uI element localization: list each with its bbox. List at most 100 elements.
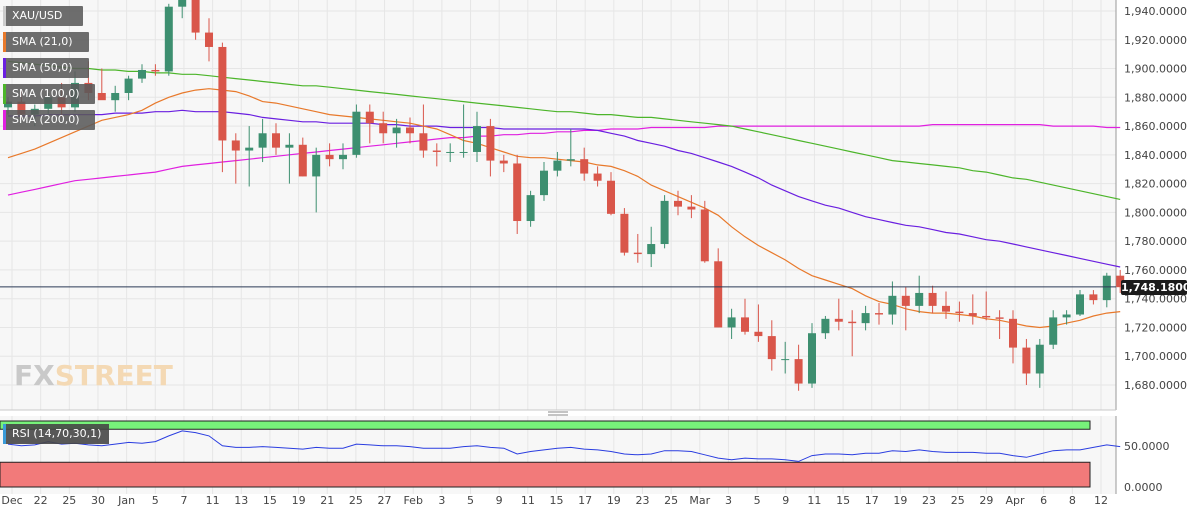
candle-body bbox=[178, 0, 187, 7]
rsi-legend[interactable]: RSI (14,70,30,1) bbox=[3, 424, 110, 444]
sma-50-line bbox=[8, 109, 1121, 268]
candle-body bbox=[4, 101, 12, 108]
candle-body bbox=[580, 159, 589, 174]
candle-body bbox=[861, 313, 870, 324]
candle-body bbox=[406, 127, 414, 134]
y-tick-label: 1,880.0000 bbox=[1124, 91, 1187, 104]
candle-body bbox=[446, 151, 455, 153]
rsi-y-tick-label: 0.0000 bbox=[1124, 481, 1163, 494]
candle-body bbox=[767, 336, 776, 360]
x-tick-label: 13 bbox=[234, 494, 248, 507]
rsi-overbought-zone bbox=[0, 420, 1091, 430]
legend-swatch bbox=[3, 84, 6, 104]
x-tick-label: Mar bbox=[689, 494, 710, 507]
rsi-oversold-zone bbox=[0, 461, 1091, 488]
candle-body bbox=[714, 261, 723, 328]
legend-item[interactable]: SMA (50,0) bbox=[3, 58, 89, 78]
candle-body bbox=[325, 154, 334, 160]
x-tick-label: 7 bbox=[180, 494, 187, 507]
candle-body bbox=[486, 126, 495, 161]
x-tick-label: 23 bbox=[922, 494, 936, 507]
y-tick-label: 1,760.0000 bbox=[1124, 264, 1187, 277]
sma-21-line bbox=[7, 88, 1121, 329]
x-tick-label: 19 bbox=[893, 494, 907, 507]
candle-body bbox=[151, 69, 160, 72]
candle-body bbox=[432, 150, 441, 152]
candle-body bbox=[741, 317, 749, 332]
candle-body bbox=[111, 92, 120, 101]
x-tick-label: 23 bbox=[635, 494, 649, 507]
x-tick-label: 15 bbox=[263, 494, 277, 507]
rsi-line bbox=[7, 430, 1121, 462]
candle-body bbox=[191, 0, 200, 33]
legend-item[interactable]: SMA (200,0) bbox=[3, 110, 95, 130]
y-tick-label: 1,780.0000 bbox=[1124, 235, 1187, 248]
candle-body bbox=[499, 160, 508, 164]
candle-body bbox=[205, 32, 213, 47]
y-tick-label: 1,720.0000 bbox=[1124, 321, 1187, 334]
x-tick-label: Feb bbox=[403, 494, 422, 507]
candle-body bbox=[808, 333, 816, 384]
x-tick-label: 29 bbox=[979, 494, 993, 507]
candle-body bbox=[1076, 294, 1084, 315]
sma-100-line bbox=[7, 60, 1121, 200]
legend-item[interactable]: SMA (100,0) bbox=[3, 84, 95, 104]
candle-body bbox=[794, 359, 803, 384]
candle-body bbox=[1062, 314, 1071, 318]
rsi-y-tick-label: 50.0000 bbox=[1124, 440, 1170, 453]
candle-body bbox=[781, 359, 790, 361]
candle-body bbox=[901, 295, 910, 306]
candle-body bbox=[526, 195, 535, 222]
y-tick-label: 1,860.0000 bbox=[1124, 120, 1187, 133]
candle-body bbox=[258, 133, 267, 148]
sma-200-line bbox=[7, 123, 1121, 196]
x-tick-label: 30 bbox=[91, 494, 105, 507]
candle-body bbox=[312, 154, 321, 177]
legend-item[interactable]: SMA (21,0) bbox=[3, 32, 89, 52]
legend-label: SMA (50,0) bbox=[12, 61, 73, 74]
y-tick-label: 1,920.0000 bbox=[1124, 34, 1187, 47]
y-tick-label: 1,940.0000 bbox=[1124, 5, 1187, 18]
candle-body bbox=[566, 159, 575, 161]
x-tick-label: 27 bbox=[378, 494, 392, 507]
y-tick-label: 1,820.0000 bbox=[1124, 178, 1187, 191]
candle-body bbox=[1102, 275, 1111, 301]
candle-body bbox=[620, 213, 629, 253]
legend-item[interactable]: XAU/USD bbox=[3, 6, 83, 26]
candle-body bbox=[392, 127, 401, 134]
legend-label: SMA (200,0) bbox=[12, 113, 80, 126]
candle-body bbox=[848, 321, 857, 324]
y-tick-label: 1,800.0000 bbox=[1124, 206, 1187, 219]
candle-body bbox=[245, 147, 254, 151]
candle-body bbox=[915, 292, 924, 306]
x-tick-label: 12 bbox=[1094, 494, 1108, 507]
candle-body bbox=[1035, 344, 1044, 374]
x-tick-label: 6 bbox=[1040, 494, 1047, 507]
candle-body bbox=[660, 200, 669, 245]
candle-body bbox=[1009, 318, 1017, 348]
candle-body bbox=[968, 313, 977, 316]
legend-label: SMA (100,0) bbox=[12, 87, 80, 100]
candle-body bbox=[124, 78, 133, 93]
candle-body bbox=[995, 317, 1004, 319]
candle-body bbox=[285, 144, 294, 148]
current-price-tag: 1,748.1800 bbox=[1121, 279, 1191, 295]
x-tick-label: 17 bbox=[865, 494, 879, 507]
candle-body bbox=[379, 123, 388, 134]
x-tick-label: 11 bbox=[521, 494, 535, 507]
candle-body bbox=[272, 133, 280, 148]
candle-body bbox=[633, 252, 642, 255]
rsi-label: RSI (14,70,30,1) bbox=[12, 427, 102, 440]
y-tick-label: 1,700.0000 bbox=[1124, 350, 1187, 363]
candle-body bbox=[17, 101, 26, 115]
candle-body bbox=[982, 315, 991, 318]
x-tick-label: 3 bbox=[725, 494, 732, 507]
x-tick-label: 15 bbox=[550, 494, 564, 507]
x-tick-label: 25 bbox=[664, 494, 678, 507]
x-tick-label: 15 bbox=[836, 494, 850, 507]
candle-body bbox=[365, 111, 374, 124]
x-tick-label: 19 bbox=[607, 494, 621, 507]
x-tick-label: 25 bbox=[951, 494, 965, 507]
